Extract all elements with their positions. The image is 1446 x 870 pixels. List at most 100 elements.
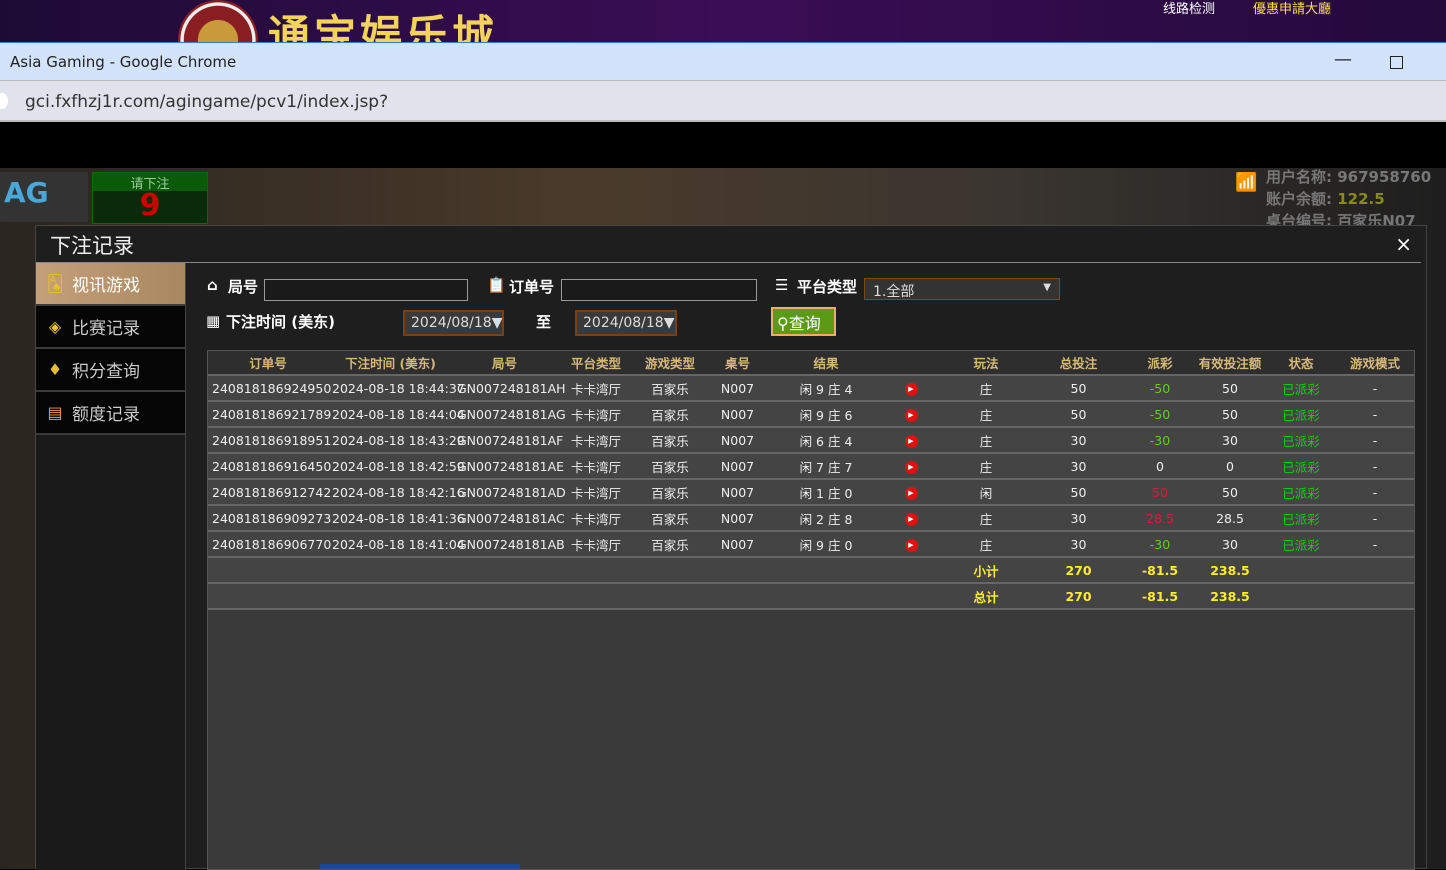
table-cell: -50 (1126, 375, 1194, 402)
date-from-picker[interactable]: 2024/08/18▼ (403, 310, 504, 336)
summary-cell: -81.5 (1126, 557, 1194, 584)
sidebar-item-video-games[interactable]: 🂡 视讯游戏 (36, 263, 185, 306)
sidebar-item-points[interactable]: ♦ 积分查询 (36, 349, 185, 392)
bet-records-table: 订单号 下注时间 (美东) 局号 平台类型 游戏类型 桌号 结果 玩法 总投注 派彩 有效投注额 状态… (207, 350, 1415, 870)
table-cell: - (1336, 375, 1414, 402)
replay-cell[interactable]: ▶ (881, 531, 941, 558)
summary-cell (556, 557, 636, 584)
table-cell: -30 (1126, 531, 1194, 558)
table-cell: 0 (1194, 453, 1266, 480)
window-titlebar: Asia Gaming - Google Chrome — (0, 42, 1446, 80)
summary-cell (453, 583, 556, 610)
table-cell: 闲 9 庄 0 (771, 531, 881, 558)
replay-cell[interactable]: ▶ (881, 505, 941, 532)
replay-cell[interactable]: ▶ (881, 427, 941, 454)
minimize-button[interactable]: — (1334, 49, 1352, 70)
summary-cell (1336, 583, 1414, 610)
line-check-link[interactable]: 线路检测 (1163, 2, 1216, 17)
wifi-icon: 📶 (1235, 172, 1258, 193)
table-cell: 2024-08-18 18:41:36 (328, 505, 465, 532)
query-button[interactable]: ⚲查询 (771, 307, 836, 336)
divider (36, 262, 1421, 263)
table-cell: 2024-08-18 18:41:04 (328, 531, 465, 558)
table-cell: 30 (1031, 453, 1126, 480)
table-cell: 2024-08-18 18:44:04 (328, 401, 465, 428)
table-cell: 已派彩 (1266, 479, 1336, 506)
table-cell: 闲 (941, 479, 1031, 506)
bet-countdown: 请下注 9 (92, 172, 208, 224)
table-cell: 卡卡湾厅 (556, 401, 636, 428)
round-input[interactable] (264, 279, 468, 301)
play-video-icon[interactable]: ▶ (904, 486, 918, 500)
bet-prompt: 请下注 (93, 173, 207, 192)
site-info-icon[interactable] (0, 93, 8, 109)
table-row: 240818186906770 2024-08-18 18:41:04 GN0072… (208, 531, 1414, 558)
table-cell: - (1336, 427, 1414, 454)
balance: 122.5 (1337, 190, 1385, 208)
address-bar[interactable]: gci.fxfhzj1r.com/agingame/pcv1/index.jsp… (0, 80, 1446, 122)
maximize-button[interactable] (1390, 56, 1403, 69)
replay-cell[interactable]: ▶ (881, 453, 941, 480)
date-to-picker[interactable]: 2024/08/18▼ (575, 310, 677, 336)
table-cell: 50 (1194, 479, 1266, 506)
play-video-icon[interactable]: ▶ (904, 460, 918, 474)
summary-cell (1266, 557, 1336, 584)
table-cell: - (1336, 505, 1414, 532)
round-label: 局号 (228, 278, 259, 296)
play-video-icon[interactable]: ▶ (904, 538, 918, 552)
table-cell: 庄 (941, 375, 1031, 402)
table-cell: GN007248181AE (453, 453, 564, 480)
order-input[interactable] (561, 279, 757, 301)
column-header: 游戏类型 (636, 351, 704, 376)
table-cell: 0 (1126, 453, 1194, 480)
table-cell: 卡卡湾厅 (556, 375, 636, 402)
play-video-icon[interactable]: ▶ (904, 512, 918, 526)
ticket-icon: ◈ (48, 317, 62, 336)
sidebar-item-match-records[interactable]: ◈ 比赛记录 (36, 306, 185, 349)
replay-cell[interactable]: ▶ (881, 375, 941, 402)
table-cell: 50 (1126, 479, 1194, 506)
table-cell: N007 (704, 375, 771, 402)
column-header: 游戏模式 (1336, 351, 1414, 376)
summary-cell (208, 557, 328, 584)
table-cell: 2024-08-18 18:43:29 (328, 427, 465, 454)
sidebar-item-credit-records[interactable]: ▤ 额度记录 (36, 392, 185, 435)
summary-cell (208, 583, 328, 610)
site-logo: 通宝娱乐城 (268, 11, 499, 42)
table-cell: 百家乐 (636, 479, 704, 506)
table-cell: 庄 (941, 531, 1031, 558)
platform-select[interactable]: 1.全部 ▼ (864, 278, 1060, 300)
table-cell: 百家乐 (636, 531, 704, 558)
play-video-icon[interactable]: ▶ (904, 408, 918, 422)
table-cell: 已派彩 (1266, 453, 1336, 480)
column-header: 总投注 (1031, 351, 1126, 376)
table-cell: 2024-08-18 18:42:16 (328, 479, 465, 506)
column-header: 派彩 (1126, 351, 1194, 376)
table-cell: -30 (1126, 427, 1194, 454)
summary-cell (636, 557, 704, 584)
replay-cell[interactable]: ▶ (881, 479, 941, 506)
table-cell: 卡卡湾厅 (556, 505, 636, 532)
close-icon[interactable]: × (1395, 232, 1412, 256)
promo-link[interactable]: 優惠申請大廳 (1253, 2, 1332, 17)
scrollbar[interactable] (320, 864, 520, 869)
table-cell: 庄 (941, 505, 1031, 532)
column-header: 订单号 (208, 351, 328, 376)
document-icon: ▤ (47, 403, 63, 422)
table-cell: 百家乐 (636, 427, 704, 454)
table-cell: GN007248181AC (453, 505, 565, 532)
table-cell: N007 (704, 531, 771, 558)
table-cell: 30 (1031, 531, 1126, 558)
chip-logo-icon (178, 0, 258, 42)
summary-cell (771, 557, 881, 584)
table-cell: 百家乐 (636, 453, 704, 480)
summary-cell (771, 583, 881, 610)
sidebar-item-label: 视讯游戏 (72, 276, 140, 296)
search-icon: ⚲ (777, 314, 789, 333)
url-text[interactable]: gci.fxfhzj1r.com/agingame/pcv1/index.jsp… (25, 92, 389, 112)
table-cell: 240818186906770 (208, 531, 331, 558)
play-video-icon[interactable]: ▶ (904, 382, 918, 396)
table-cell: - (1336, 453, 1414, 480)
play-video-icon[interactable]: ▶ (904, 434, 918, 448)
replay-cell[interactable]: ▶ (881, 401, 941, 428)
